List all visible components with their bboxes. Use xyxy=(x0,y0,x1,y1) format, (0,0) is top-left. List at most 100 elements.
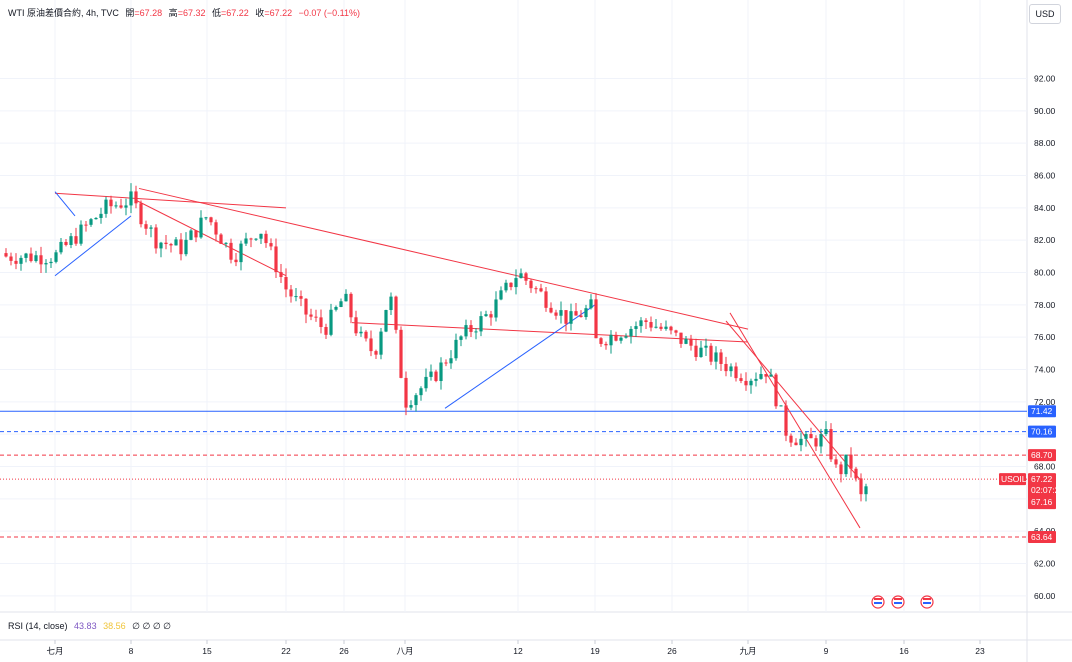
candle-body xyxy=(704,345,708,348)
candle-body xyxy=(94,217,98,220)
x-tick-label: 8 xyxy=(129,646,134,656)
event-flag-stripe xyxy=(874,598,882,600)
y-tick-label: 76.00 xyxy=(1034,332,1056,342)
close-label: 收 xyxy=(255,8,265,18)
open-label: 開 xyxy=(125,8,135,18)
candle-body xyxy=(504,282,508,291)
candle-body xyxy=(589,299,593,309)
candle-body xyxy=(469,325,473,332)
candle-body xyxy=(649,322,653,328)
price-label-70.16: 70.16 xyxy=(1031,427,1053,437)
candle-body xyxy=(814,438,818,447)
rsi-indicator[interactable]: RSI (14, close) 43.83 38.56 ∅ ∅ ∅ ∅ xyxy=(8,621,171,632)
candle-body xyxy=(149,227,153,229)
candle-body xyxy=(114,205,118,207)
candle-body xyxy=(264,233,268,244)
candle-body xyxy=(509,282,513,288)
high-label: 高 xyxy=(168,8,178,18)
trendline xyxy=(351,322,749,343)
x-tick-label: 15 xyxy=(202,646,212,656)
x-tick-label: 七月 xyxy=(46,646,63,656)
event-flag-stripe xyxy=(923,598,931,600)
candle-body xyxy=(514,278,518,288)
candle-body xyxy=(829,429,833,460)
y-tick-label: 78.00 xyxy=(1034,300,1056,310)
candle-body xyxy=(489,314,493,318)
candle-body xyxy=(474,331,478,333)
x-tick-label: 12 xyxy=(513,646,523,656)
rsi-value: 43.83 xyxy=(74,621,97,631)
candle-body xyxy=(424,376,428,389)
candle-body xyxy=(224,242,228,244)
x-tick-label: 26 xyxy=(667,646,677,656)
candle-body xyxy=(169,244,173,246)
candle-body xyxy=(154,227,158,249)
event-flag-stripe xyxy=(894,598,902,600)
candle-body xyxy=(534,288,538,290)
candle-body xyxy=(834,459,838,465)
candle-body xyxy=(54,252,58,262)
candle-body xyxy=(364,331,368,339)
price-label-bg xyxy=(1028,425,1056,438)
candle-body xyxy=(259,233,263,239)
x-tick-label: 八月 xyxy=(396,646,413,656)
x-tick-label: 23 xyxy=(975,646,985,656)
y-tick-label: 86.00 xyxy=(1034,171,1056,181)
y-tick-label: 80.00 xyxy=(1034,268,1056,278)
candle-body xyxy=(164,242,168,245)
event-flag-stripe xyxy=(894,602,902,604)
candle-body xyxy=(749,380,753,386)
candle-body xyxy=(19,257,23,264)
candle-body xyxy=(854,468,858,479)
candle-body xyxy=(249,238,253,240)
candle-body xyxy=(234,259,238,263)
candle-body xyxy=(654,326,658,328)
candle-body xyxy=(29,253,33,262)
candle-body xyxy=(519,273,523,279)
price-label-63.64: 63.64 xyxy=(1031,532,1053,542)
candle-body xyxy=(99,213,103,218)
x-tick-label: 26 xyxy=(339,646,349,656)
candle-body xyxy=(314,316,318,318)
candle-body xyxy=(439,362,443,382)
symbol-title[interactable]: WTI 原油差價合約, 4h, TVC xyxy=(8,8,119,18)
candle-body xyxy=(579,315,583,318)
candle-body xyxy=(634,326,638,329)
candle-body xyxy=(719,352,723,364)
candle-body xyxy=(159,242,163,249)
candle-body xyxy=(294,296,298,298)
candle-body xyxy=(309,314,313,317)
candle-body xyxy=(209,217,213,223)
candle-body xyxy=(74,236,78,244)
candle-body xyxy=(429,371,433,377)
candle-body xyxy=(709,345,713,362)
candle-body xyxy=(864,486,868,495)
candle-body xyxy=(739,378,743,381)
event-markers xyxy=(871,595,934,609)
candle-body xyxy=(14,260,18,264)
candle-body xyxy=(394,296,398,330)
candle-body xyxy=(194,230,198,238)
candle-body xyxy=(134,191,138,204)
candle-body xyxy=(104,199,108,214)
candle-body xyxy=(549,307,553,313)
trendline xyxy=(729,312,861,529)
candle-body xyxy=(794,442,798,446)
candle-body xyxy=(279,272,283,278)
candle-body xyxy=(414,395,418,406)
candle-body xyxy=(779,405,783,407)
candle-body xyxy=(759,374,763,379)
candle-body xyxy=(204,217,208,219)
candle-body xyxy=(684,338,688,344)
candle-body xyxy=(494,299,498,318)
candle-body xyxy=(434,371,438,382)
currency-button[interactable]: USD xyxy=(1029,4,1061,24)
candle-body xyxy=(44,263,48,265)
rsi-empty-values: ∅ ∅ ∅ ∅ xyxy=(132,621,172,631)
candle-body xyxy=(529,280,533,289)
candle-body xyxy=(129,191,133,206)
candle-body xyxy=(689,338,693,346)
candle-body xyxy=(539,288,543,292)
